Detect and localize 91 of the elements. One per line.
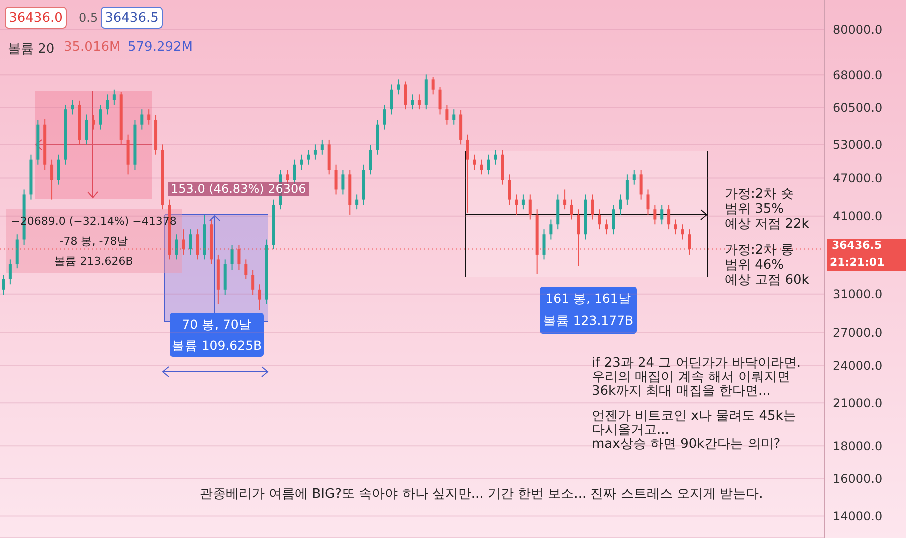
candlestick <box>189 229 192 256</box>
candlestick <box>314 144 317 160</box>
candlestick <box>564 189 567 210</box>
y-tick-label: 47000.0 <box>833 171 883 186</box>
candlestick <box>646 189 650 216</box>
y-tick-label: 16000.0 <box>833 472 883 486</box>
candlestick <box>480 159 484 176</box>
candlestick <box>404 81 408 110</box>
annotation: 153.0 (46.83%) 26306 <box>171 182 306 196</box>
candlestick <box>300 154 304 171</box>
candlestick <box>50 159 54 200</box>
annotation: 36436.5 <box>105 11 159 26</box>
candlestick <box>494 149 498 166</box>
candlestick <box>487 154 490 176</box>
candlestick <box>522 194 525 210</box>
y-tick-label: 18000.0 <box>833 439 883 454</box>
candlestick <box>668 204 671 230</box>
candlestick <box>515 194 518 216</box>
candlestick <box>8 259 12 286</box>
candlestick <box>528 194 532 220</box>
annotation: 관종베리가 여름에 BIG?또 속아야 하나 싶지만... 기간 한번 보소... 진짜 스트레스 오지게 받는다. <box>200 487 764 502</box>
candlestick <box>112 89 116 106</box>
candlestick <box>619 194 622 216</box>
annotation: 볼륨 20 <box>8 42 55 57</box>
annotation: 579.292M <box>128 40 193 55</box>
candlestick <box>508 174 512 206</box>
y-tick-label: 41000.0 <box>833 210 883 224</box>
candlestick <box>252 270 255 296</box>
annotation: 36436.0 <box>9 11 63 26</box>
y-tick-label: 80000.0 <box>833 23 883 38</box>
candlestick <box>85 114 88 146</box>
candlestick <box>640 170 643 200</box>
candlestick <box>334 164 338 196</box>
candlestick <box>626 174 629 206</box>
candlestick <box>605 219 608 236</box>
candlestick <box>591 194 594 220</box>
candlestick <box>473 154 476 171</box>
annotation: if 23과 24 그 어딘가가 바닥이라면. 우리의 매집이 계속 해서 이뤄지면 36k까지 최대 매집을 한다면... <box>592 356 802 399</box>
candlestick <box>342 170 345 196</box>
candlestick <box>230 244 234 271</box>
y-tick-label: 27000.0 <box>833 326 883 340</box>
candlestick <box>148 109 151 126</box>
candlestick <box>598 209 602 230</box>
candlestick <box>2 274 5 296</box>
ref-line-label: 36436.5 <box>831 239 884 252</box>
candlestick <box>71 100 74 116</box>
candlestick <box>320 139 324 156</box>
y-tick-label: 68000.0 <box>833 68 883 82</box>
candlestick <box>57 154 60 186</box>
candlestick <box>106 94 109 116</box>
candlestick <box>383 104 386 130</box>
candlestick <box>542 229 546 260</box>
candlestick <box>411 94 414 110</box>
candlestick <box>438 86 442 116</box>
candlestick <box>446 104 449 126</box>
annotation: 가정:2차 숏 범위 35% 예상 저점 22k <box>725 187 810 232</box>
candlestick <box>681 224 684 240</box>
annotation: 35.016M <box>64 40 121 55</box>
y-tick-label: 24000.0 <box>833 359 883 374</box>
candlestick <box>466 134 470 214</box>
candlestick <box>418 94 421 110</box>
candlestick <box>570 199 574 220</box>
y-tick-label: 53000.0 <box>833 138 883 152</box>
y-tick-label: 31000.0 <box>833 288 883 302</box>
candlestick <box>258 284 262 311</box>
candlestick <box>356 194 359 210</box>
y-tick-label: 14000.0 <box>833 510 883 524</box>
candlestick <box>550 219 553 240</box>
candlestick <box>99 104 102 130</box>
candlestick <box>452 109 456 126</box>
candlestick <box>632 170 636 186</box>
text: 21:21:01 <box>830 256 885 269</box>
candlestick <box>369 144 372 176</box>
candlestick <box>307 149 310 166</box>
candlestick <box>397 79 400 96</box>
candlestick <box>175 234 178 260</box>
annotation: 가정:2차 롱 범위 46% 예상 고점 60k <box>725 243 810 288</box>
candlestick <box>674 219 678 236</box>
candlestick <box>432 76 435 96</box>
candlestick <box>140 109 144 130</box>
y-tick-label: 60500.0 <box>833 100 883 115</box>
y-tick-label: 21000.0 <box>833 396 883 410</box>
annotation: 언젠가 비트코인 x나 물려도 45k는 다시올거고... max상승 하면 90k간다는 의미? <box>592 409 796 452</box>
candlestick <box>390 84 394 116</box>
annotation: 0.5 <box>79 11 98 25</box>
candlestick <box>244 259 248 280</box>
candlestick <box>612 204 616 236</box>
candlestick <box>92 114 96 130</box>
annotation: 161 봉, 161날 볼륨 123.177B <box>543 291 634 328</box>
candlestick <box>654 204 657 226</box>
candlestick <box>660 204 664 226</box>
